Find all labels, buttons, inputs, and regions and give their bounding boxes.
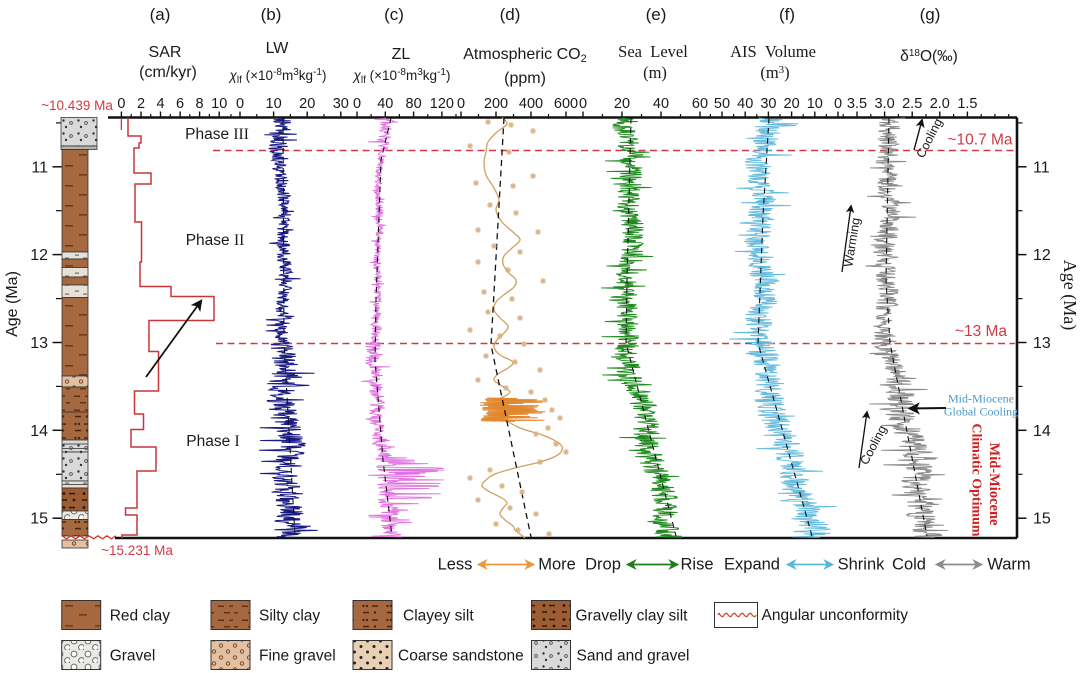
svg-text:Warm: Warm [987,556,1030,574]
svg-text:(ppm): (ppm) [504,70,546,87]
svg-text:1.5: 1.5 [957,96,977,112]
svg-text:13: 13 [30,335,48,352]
svg-text:0: 0 [579,96,587,112]
svg-text:Expand: Expand [724,556,780,574]
svg-text:13: 13 [1033,335,1051,352]
svg-text:0: 0 [117,96,125,112]
svg-text:15: 15 [1033,511,1051,528]
svg-text:120: 120 [430,96,454,112]
svg-text:11: 11 [31,159,48,176]
svg-text:8: 8 [196,96,204,112]
svg-text:10: 10 [807,96,823,112]
svg-text:Drop: Drop [585,556,621,574]
svg-text:SAR: SAR [149,44,182,61]
svg-text:0: 0 [834,96,842,112]
svg-text:15: 15 [30,511,48,528]
svg-text:40: 40 [737,96,753,112]
svg-text:Rise: Rise [680,556,713,574]
svg-text:(m): (m) [643,63,667,82]
svg-text:20: 20 [784,96,800,112]
svg-text:Phase III: Phase III [185,126,249,143]
svg-text:2.5: 2.5 [902,96,922,112]
svg-text:50: 50 [714,96,730,112]
svg-text:Age (Ma): Age (Ma) [4,271,21,337]
svg-text:20: 20 [614,96,630,112]
svg-text:Atmospheric CO2: Atmospheric CO2 [463,46,587,65]
svg-text:Phase I: Phase I [186,433,239,450]
svg-text:30: 30 [333,96,349,112]
svg-text:(c): (c) [384,5,404,24]
svg-text:χlf (×10-8m3kg-1): χlf (×10-8m3kg-1) [353,67,451,86]
svg-text:10: 10 [211,96,227,112]
svg-text:0: 0 [353,96,361,112]
svg-text:600: 600 [554,96,578,112]
svg-text:Global Cooling: Global Cooling [944,405,1018,419]
svg-text:Red clay: Red clay [110,608,171,625]
svg-text:~10.439 Ma: ~10.439 Ma [41,98,113,113]
svg-text:4: 4 [156,96,164,112]
svg-text:60: 60 [692,96,708,112]
svg-text:(b): (b) [261,5,282,24]
svg-text:Age (Ma): Age (Ma) [1059,260,1080,330]
svg-text:Mid-Miocene: Mid-Miocene [948,392,1014,406]
svg-text:~10.7 Ma: ~10.7 Ma [947,132,1012,149]
svg-text:Angular unconformity: Angular unconformity [762,607,909,624]
svg-text:Climatic Optimum: Climatic Optimum [969,423,984,536]
svg-text:40: 40 [377,96,393,112]
svg-text:Mid-Miocene: Mid-Miocene [986,443,1002,527]
svg-text:χlf (×10-8m3kg-1): χlf (×10-8m3kg-1) [229,67,327,86]
svg-text:Cold: Cold [892,556,926,574]
svg-text:Silty clay: Silty clay [259,608,320,625]
svg-text:(m3): (m3) [760,63,789,82]
svg-text:3.5: 3.5 [847,96,867,112]
svg-text:Sea Level: Sea Level [618,42,688,61]
svg-text:Sand and gravel: Sand and gravel [577,648,690,665]
svg-text:14: 14 [1033,423,1051,440]
svg-text:20: 20 [299,96,315,112]
svg-text:80: 80 [406,96,422,112]
svg-text:~15.231 Ma: ~15.231 Ma [101,543,173,558]
svg-text:~13 Ma: ~13 Ma [955,323,1008,340]
svg-text:2: 2 [137,96,145,112]
svg-text:11: 11 [1033,159,1050,176]
svg-text:Shrink: Shrink [838,556,886,574]
svg-text:14: 14 [30,423,48,440]
svg-text:(g): (g) [920,5,941,24]
svg-text:12: 12 [1033,247,1051,264]
svg-text:Gravelly clay silt: Gravelly clay silt [576,608,689,625]
svg-text:6: 6 [176,96,184,112]
svg-text:2.0: 2.0 [930,96,950,112]
svg-text:(d): (d) [500,5,521,24]
svg-text:40: 40 [653,96,669,112]
svg-text:Clayey silt: Clayey silt [403,608,474,625]
svg-text:0: 0 [236,96,244,112]
svg-text:200: 200 [484,96,508,112]
svg-text:12: 12 [30,247,48,264]
svg-text:More: More [538,556,576,574]
svg-text:Phase II: Phase II [186,232,245,249]
svg-text:ZL: ZL [392,46,411,63]
svg-text:(e): (e) [646,5,667,24]
svg-text:Less: Less [438,556,473,574]
svg-text:0: 0 [457,96,465,112]
svg-text:400: 400 [519,96,543,112]
svg-text:Gravel: Gravel [110,648,156,665]
svg-text:10: 10 [266,96,282,112]
svg-text:Fine gravel: Fine gravel [259,648,336,665]
svg-text:30: 30 [760,96,776,112]
svg-text:Coarse sandstone: Coarse sandstone [398,648,524,665]
svg-text:(a): (a) [150,5,171,24]
svg-text:(cm/kyr): (cm/kyr) [139,64,197,81]
svg-text:AIS Volume: AIS Volume [730,42,816,61]
svg-text:LW: LW [266,40,290,57]
svg-text:3.0: 3.0 [875,96,895,112]
svg-text:(f): (f) [779,5,795,24]
